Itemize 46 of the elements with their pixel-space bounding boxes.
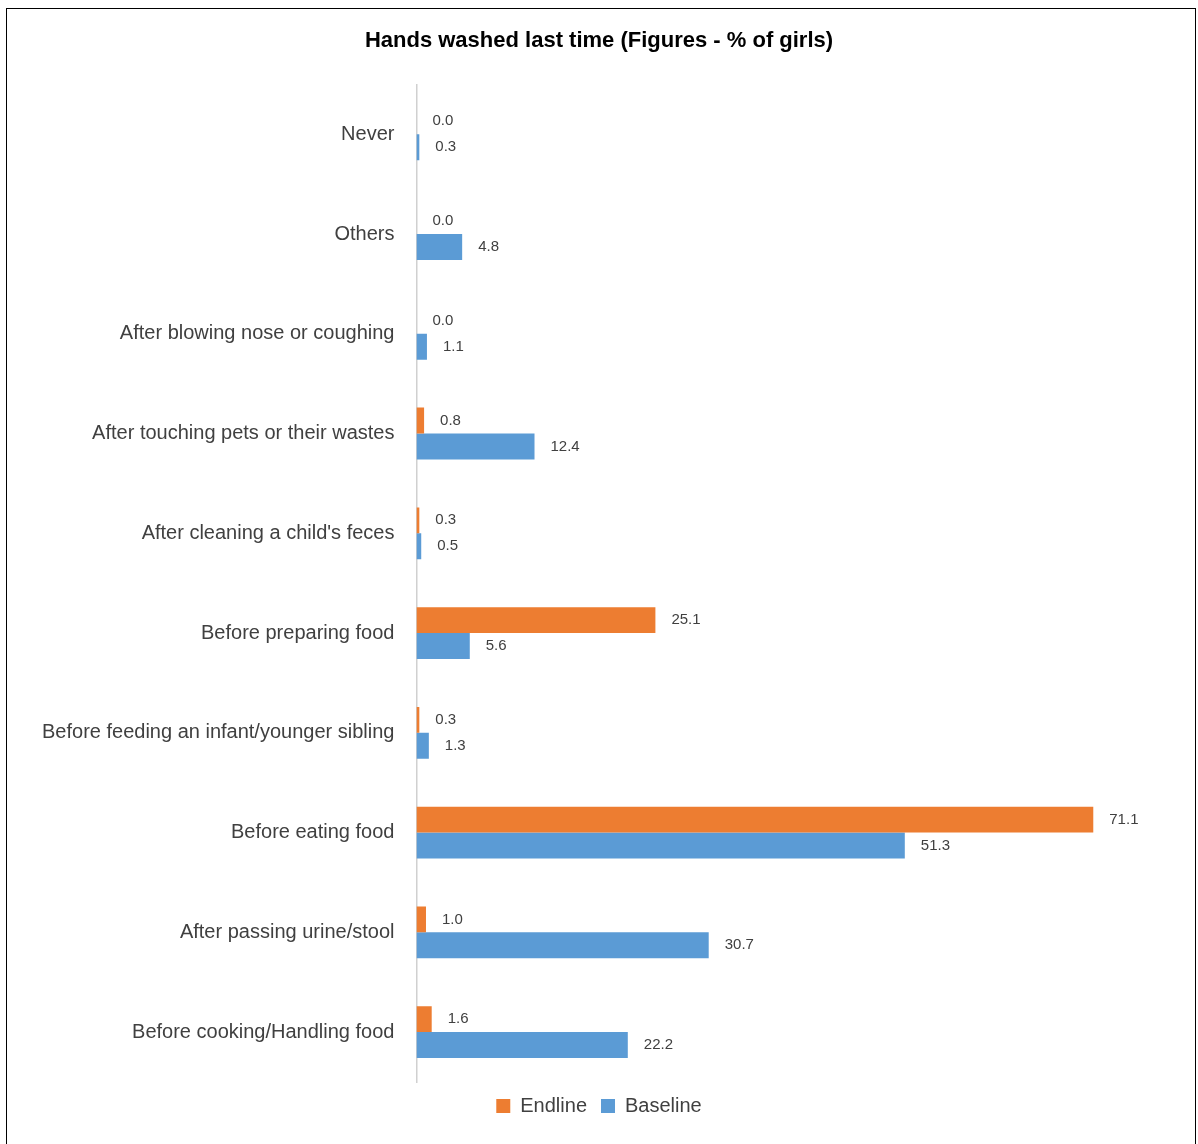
bar: [416, 407, 425, 434]
data-label: 51.3: [920, 835, 950, 853]
data-label: 12.4: [550, 436, 580, 454]
bar: [416, 1032, 628, 1059]
data-label: 71.1: [1109, 809, 1139, 827]
chart-title: Hands washed last time (Figures - % of girls): [364, 27, 834, 53]
y-tick-label: After cleaning a child's feces: [141, 520, 395, 543]
data-label: 1.0: [441, 909, 463, 927]
y-tick-label: Before feeding an infant/younger sibling: [41, 720, 395, 743]
bar: [416, 1006, 432, 1033]
data-label: 0.0: [432, 111, 454, 129]
data-label: 0.0: [432, 211, 454, 229]
bar: [416, 732, 429, 759]
data-label: 0.0: [432, 310, 454, 328]
data-label: 30.7: [724, 935, 754, 953]
bar: [416, 333, 427, 360]
data-label: 22.2: [643, 1035, 673, 1053]
y-tick-label: After touching pets or their wastes: [92, 421, 395, 444]
data-label: 0.3: [435, 137, 457, 155]
data-label: 0.8: [440, 410, 461, 428]
bar: [416, 234, 463, 260]
data-label: 1.6: [447, 1009, 469, 1027]
data-label: 1.3: [444, 735, 466, 753]
data-label: 5.6: [485, 636, 507, 654]
y-tick-label: Before preparing food: [201, 620, 395, 643]
bar: [416, 832, 905, 859]
legend-label: Baseline: [625, 1093, 702, 1116]
data-label: 25.1: [671, 610, 701, 628]
bar: [416, 806, 1094, 833]
y-tick-label: After blowing nose or coughing: [119, 321, 395, 344]
y-tick-label: Before cooking/Handling food: [132, 1019, 395, 1042]
data-label: 0.3: [435, 510, 457, 528]
data-label: 0.5: [437, 536, 459, 554]
bar: [416, 932, 709, 959]
bar: [416, 906, 426, 933]
bar: [416, 433, 535, 460]
data-label: 1.1: [442, 336, 464, 354]
legend-label: Endline: [520, 1093, 587, 1116]
data-label: 0.3: [435, 710, 457, 728]
y-tick-label: Others: [334, 221, 395, 244]
bar: [416, 633, 470, 660]
y-tick-label: Before eating food: [231, 820, 395, 843]
bar: [416, 607, 656, 634]
data-label: 4.8: [478, 237, 500, 255]
y-tick-label: After passing urine/stool: [179, 919, 395, 942]
y-tick-label: Never: [341, 121, 395, 144]
